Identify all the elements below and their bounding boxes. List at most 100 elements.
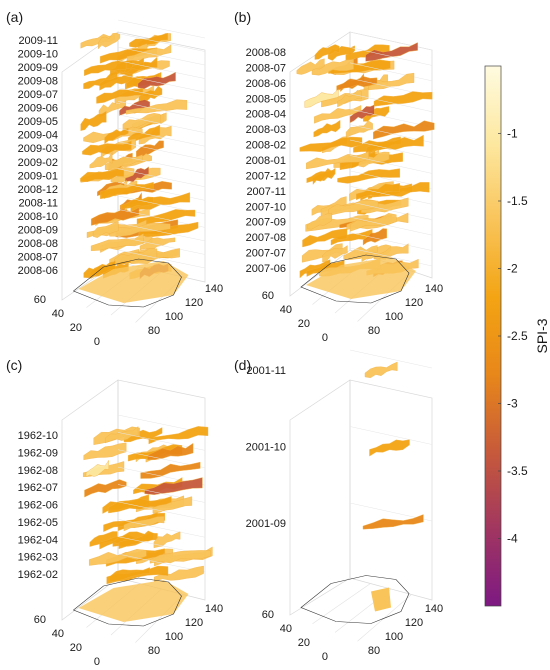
z-tick-label: 2008-12	[18, 184, 58, 196]
spi-cluster	[123, 516, 165, 532]
lon-tick-label: 100	[385, 631, 403, 643]
z-gridline	[117, 501, 206, 521]
spi-cluster	[91, 207, 140, 226]
lon-tick-label: 80	[368, 645, 380, 657]
spi-cluster	[90, 233, 144, 252]
colorbar-tick-label: -2	[507, 262, 518, 276]
lat-tick-label: 40	[52, 308, 64, 320]
z-tick-label: 1962-10	[18, 430, 58, 442]
z-tick-label: 2008-10	[18, 211, 58, 223]
z-gridline	[349, 426, 433, 445]
spi-cluster	[366, 134, 424, 155]
china-outline	[300, 575, 410, 624]
z-tick-label: 2008-06	[18, 265, 58, 277]
z-tick-label: 1962-07	[18, 482, 58, 494]
lon-tick-label: 100	[165, 311, 183, 323]
lon-tick-label: 140	[205, 603, 223, 615]
z-tick-label: 2008-09	[18, 224, 58, 236]
spi-cluster	[109, 222, 171, 237]
lat-tick-label: 40	[280, 623, 292, 635]
lat-tick-label: 20	[70, 642, 82, 654]
z-tick-label: 2007-10	[246, 201, 286, 213]
spi-cluster	[153, 531, 181, 549]
z-tick-label: 2007-06	[246, 263, 286, 275]
z-tick-label: 2009-01	[18, 170, 58, 182]
z-gridline	[349, 201, 433, 220]
spi-cluster	[299, 136, 363, 152]
z-tick-label: 2009-10	[18, 49, 58, 61]
spi-cluster	[307, 212, 332, 230]
spi-cluster	[80, 168, 125, 182]
lon-tick-label: 120	[185, 617, 203, 629]
z-gridline	[349, 31, 433, 51]
lat-tick-label: 60	[34, 294, 46, 306]
ground-drought	[306, 257, 416, 299]
lon-tick-label: 120	[405, 297, 423, 309]
lon-tick-label: 100	[385, 311, 403, 323]
z-tick-label: 2008-02	[246, 140, 286, 152]
z-tick-label: 2009-09	[18, 62, 58, 74]
z-tick-label: 2009-06	[18, 103, 58, 115]
z-tick-label: 2008-11	[18, 197, 58, 209]
ground-drought	[78, 580, 189, 622]
spi-cluster	[322, 245, 348, 263]
lat-tick-label: 0	[322, 332, 328, 344]
lon-tick-label: 100	[165, 631, 183, 643]
z-tick-label: 2008-05	[246, 93, 286, 105]
z-tick-label: 2009-03	[18, 143, 58, 155]
colorbar: -1 -1.5 -2 -2.5 -3 -3.5 -4 SPI-3	[484, 65, 550, 607]
z-gridline	[117, 155, 206, 174]
spi-cluster	[328, 200, 379, 216]
z-tick-label: 2009-02	[18, 157, 58, 169]
spi-cluster	[337, 89, 362, 108]
spi-cluster	[100, 181, 154, 200]
spi-cluster	[369, 439, 410, 457]
spi-cluster	[358, 151, 390, 168]
ground-drought	[371, 587, 391, 612]
spi-cluster	[84, 60, 127, 76]
spi-cluster	[104, 127, 129, 145]
z-tick-label: 2007-09	[246, 217, 286, 229]
lon-tick-label: 140	[425, 283, 443, 295]
panel-label: (d)	[234, 357, 251, 373]
spi-cluster	[137, 71, 176, 90]
spi-cluster	[365, 42, 418, 62]
lon-tick-label: 120	[405, 617, 423, 629]
lon-tick-label: 80	[148, 325, 160, 337]
china-outline	[72, 258, 182, 308]
z-tick-label: 2001-11	[246, 365, 286, 377]
spi-cluster	[83, 442, 127, 461]
spi-cluster	[92, 221, 119, 238]
spi-cluster	[114, 248, 158, 266]
spi-cluster	[140, 461, 201, 479]
z-gridline	[349, 93, 433, 112]
spi-cluster	[373, 120, 435, 140]
spi-cluster	[84, 479, 127, 498]
spi-cluster	[361, 197, 409, 214]
colorbar-tick-label: -1	[507, 127, 518, 141]
z-tick-label: 2008-04	[246, 109, 286, 121]
spi-cluster	[362, 228, 387, 246]
z-tick-label: 1962-02	[18, 569, 58, 581]
z-tick-label: 2001-09	[246, 518, 286, 530]
lat-tick-label: 20	[298, 637, 310, 649]
z-tick-label: 2009-05	[18, 116, 58, 128]
z-tick-label: 2008-08	[18, 238, 58, 250]
colorbar-tick-label: -1.5	[507, 194, 528, 208]
lat-tick-label: 60	[262, 609, 274, 621]
lon-tick-label: 140	[425, 603, 443, 615]
spi-cluster	[302, 228, 348, 248]
lat-tick-label: 0	[94, 336, 100, 348]
z-gridline	[117, 60, 206, 79]
spi-cluster	[98, 32, 121, 50]
z-gridline	[117, 100, 206, 120]
z-gridline	[117, 73, 206, 93]
z-gridline	[349, 186, 433, 205]
spi-cluster	[82, 140, 132, 156]
lat-tick-label: 0	[322, 651, 328, 663]
z-gridline	[349, 216, 433, 236]
spi-cluster	[147, 442, 194, 461]
spi-cluster	[144, 477, 203, 495]
z-gridline	[117, 87, 206, 106]
